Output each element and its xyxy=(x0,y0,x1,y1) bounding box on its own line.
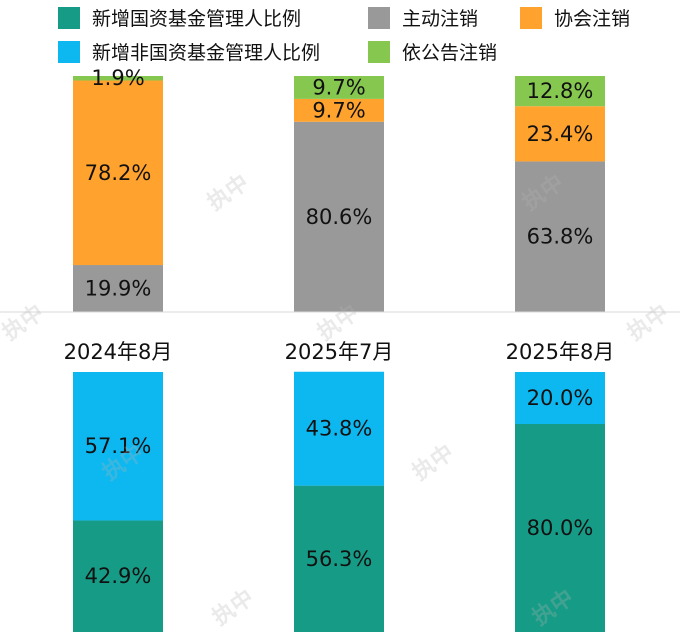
top-bar-segment-2-1 xyxy=(294,121,384,312)
legend-item-non-state-owned: 新增非国资基金管理人比例 xyxy=(58,38,320,65)
top-bar-segment-1-1 xyxy=(73,265,163,312)
legend-item-state-owned: 新增国资基金管理人比例 xyxy=(58,4,301,31)
legend-swatch-state-owned xyxy=(58,6,80,29)
top-bar-segment-1-2 xyxy=(73,80,163,266)
bottom-chart-new-managers: 42.9% 57.1% 56.3% 43.8% 80.0% 20.0% xyxy=(73,371,605,632)
top-data-label-3-2: 23.4% xyxy=(527,122,594,146)
top-data-label-2-2: 9.7% xyxy=(312,98,365,122)
legend-label-announcement-cancel: 依公告注销 xyxy=(402,42,498,64)
top-data-label-3-3: 12.8% xyxy=(527,79,594,103)
legend-label-non-state-owned: 新增非国资基金管理人比例 xyxy=(92,42,321,64)
bottom-bar-segment-3-1 xyxy=(515,424,605,632)
legend-swatch-association-cancel xyxy=(520,6,542,29)
bottom-data-label-2-2: 43.8% xyxy=(306,417,373,441)
legend-swatch-announcement-cancel xyxy=(368,40,390,63)
bottom-data-label-3-1: 80.0% xyxy=(527,516,594,540)
legend-label-voluntary-cancel: 主动注销 xyxy=(402,8,479,30)
top-bar-segment-1-3 xyxy=(73,76,163,81)
top-bar-segment-3-3 xyxy=(515,76,605,107)
top-data-label-1-1: 19.9% xyxy=(85,277,152,301)
top-data-label-3-1: 63.8% xyxy=(527,225,594,249)
legend-swatch-non-state-owned xyxy=(58,40,80,63)
bottom-bar-segment-2-2 xyxy=(294,371,384,486)
period-label-1: 2024年8月 xyxy=(64,340,173,364)
legend-item-voluntary-cancel: 主动注销 xyxy=(368,4,478,31)
legend-label-state-owned: 新增国资基金管理人比例 xyxy=(92,8,302,30)
top-data-label-1-3: 1.9% xyxy=(91,66,144,90)
period-label-2: 2025年7月 xyxy=(285,340,394,364)
legend-item-announcement-cancel: 依公告注销 xyxy=(368,38,497,65)
legend-label-association-cancel: 协会注销 xyxy=(554,8,631,30)
bottom-bar-segment-2-1 xyxy=(294,485,384,632)
bottom-bar-segment-1-2 xyxy=(73,372,163,521)
top-data-label-2-3: 9.7% xyxy=(312,75,365,99)
bottom-bar-segment-3-2 xyxy=(515,372,605,424)
bottom-bar-segment-1-1 xyxy=(73,520,163,632)
period-labels: 2024年8月 2025年7月 2025年8月 xyxy=(64,340,615,364)
top-bar-segment-2-2 xyxy=(294,98,384,122)
legend-item-association-cancel: 协会注销 xyxy=(520,4,630,31)
top-bar-segment-2-3 xyxy=(294,76,384,99)
top-chart-cancellation: 19.9% 78.2% 1.9% 80.6% 9.7%9.7% 63.8% 23.4% 12.… xyxy=(73,66,605,312)
legend-swatch-voluntary-cancel xyxy=(368,6,390,29)
top-bar-segment-3-2 xyxy=(515,106,605,162)
top-data-label-1-2: 78.2% xyxy=(85,161,152,185)
bottom-data-label-2-1: 56.3% xyxy=(306,547,373,571)
top-bar-segment-3-1 xyxy=(515,161,605,312)
bottom-data-label-3-2: 20.0% xyxy=(527,386,594,410)
chart-legend: 新增国资基金管理人比例 主动注销 协会注销 新增非国资基金管理人比例 依公告注销 xyxy=(0,0,680,70)
top-data-label-2-1: 80.6% xyxy=(306,205,373,229)
period-label-3: 2025年8月 xyxy=(506,340,615,364)
bottom-data-label-1-1: 42.9% xyxy=(85,564,152,588)
bottom-data-label-1-2: 57.1% xyxy=(85,434,152,458)
